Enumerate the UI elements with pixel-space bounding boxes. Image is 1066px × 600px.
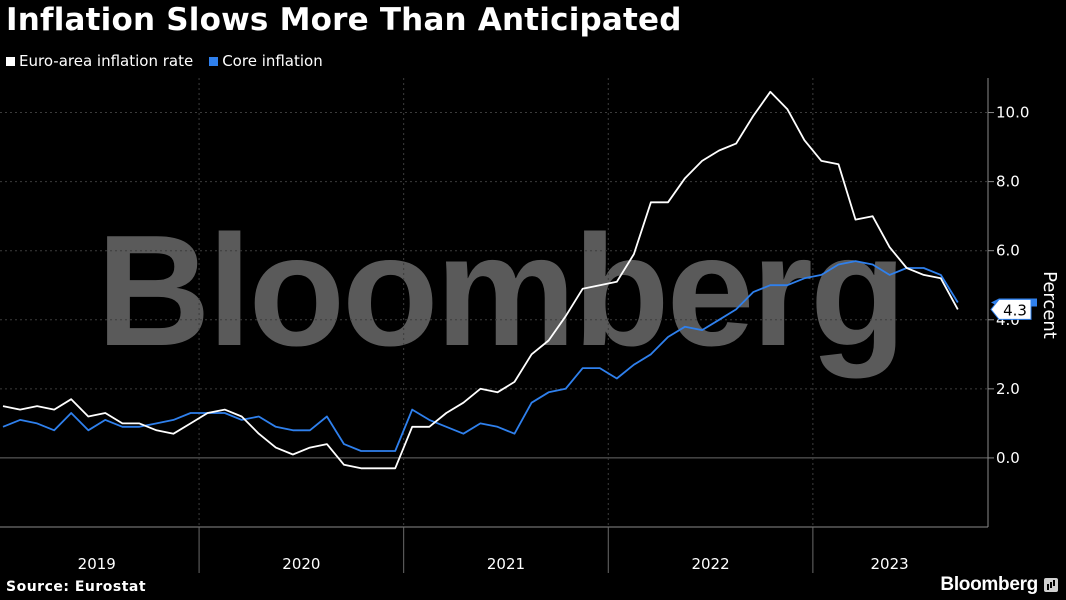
brand-logo: Bloomberg [940,574,1058,596]
series-line [2,90,959,470]
y-tick-label: 6.0 [996,242,1020,260]
x-year-label: 2021 [487,555,525,573]
series-line [2,260,959,452]
source-note: Source: Eurostat [6,579,147,595]
legend-item-core: Core inflation [209,52,323,70]
legend-swatch-euro-area [6,56,15,66]
x-axis-year-labels: 2019 2020 2021 2022 2023 [78,555,909,573]
bloomberg-watermark: Bloomberg [97,203,904,379]
x-year-label: 2023 [871,555,909,573]
x-year-label: 2019 [78,555,116,573]
grid [0,78,988,527]
brand-text: Bloomberg [940,574,1038,595]
y-axis-title: Percent [1039,271,1060,339]
y-axis-tick-labels: 0.02.04.06.08.010.0 [996,104,1029,467]
bar-chart-icon [1044,578,1058,592]
x-year-label: 2020 [282,555,320,573]
y-tick-label: 0.0 [996,449,1020,467]
y-tick-label: 2.0 [996,380,1020,398]
chart-title: Inflation Slows More Than Anticipated [6,2,682,38]
legend-swatch-core [209,56,219,66]
last-value-marker: 4.3 [990,298,1037,320]
x-year-label: 2022 [691,555,729,573]
y-tick-label: 10.0 [996,104,1029,122]
legend-label-core: Core inflation [222,52,323,70]
series-layer [2,90,959,470]
legend: Euro-area inflation rate Core inflation [6,52,323,70]
legend-item-euro-area: Euro-area inflation rate [6,52,193,70]
last-value-label: 4.3 [1003,301,1027,319]
headline-last-tag [990,298,1032,320]
legend-label-euro-area: Euro-area inflation rate [19,52,194,70]
axes [0,78,994,573]
y-tick-label: 8.0 [996,173,1020,191]
